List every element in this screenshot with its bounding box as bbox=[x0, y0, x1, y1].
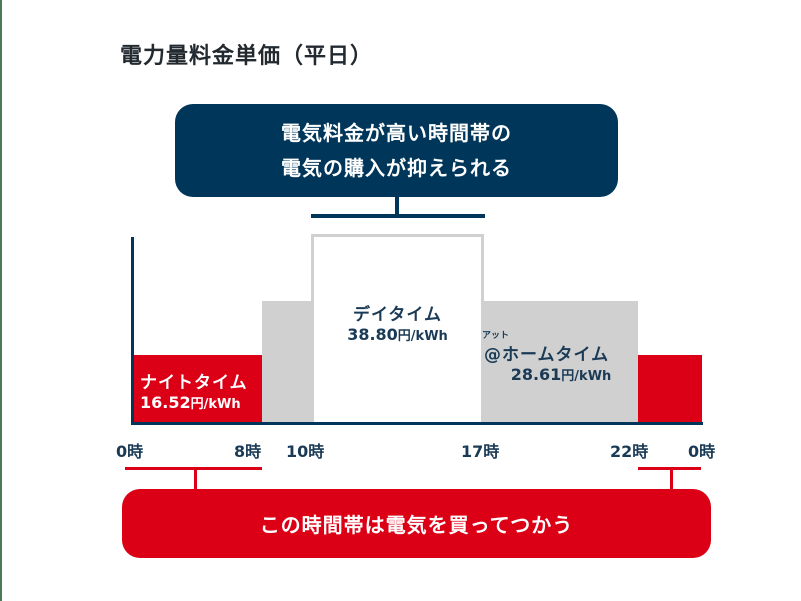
night-connector-right bbox=[670, 467, 673, 491]
day-price-value: 38.80 bbox=[347, 325, 398, 344]
top-connector-vertical bbox=[395, 197, 399, 217]
tick-17h: 17時 bbox=[461, 442, 500, 461]
home-price-unit: 円/kWh bbox=[561, 369, 612, 384]
night-connector-left bbox=[194, 467, 197, 491]
night-bracket-left bbox=[125, 467, 262, 470]
day-time-price: 38.80円/kWh bbox=[311, 325, 484, 344]
tick-24h: 0時 bbox=[688, 442, 716, 461]
home-time-ruby: アット bbox=[482, 331, 510, 341]
day-price-unit: 円/kWh bbox=[397, 329, 448, 344]
bar-night-time-late bbox=[638, 355, 702, 422]
night-time-price: 16.52円/kWh bbox=[140, 393, 241, 412]
night-time-label: ナイトタイム bbox=[140, 373, 248, 393]
bottom-callout-text: この時間帯は電気を買ってつかう bbox=[259, 513, 574, 537]
bar-day-time bbox=[311, 234, 484, 422]
day-time-label: デイタイム bbox=[353, 305, 442, 325]
top-callout-line1: 電気料金が高い時間帯の bbox=[281, 120, 512, 145]
bar-home-time-evening bbox=[484, 301, 638, 422]
tick-22h: 22時 bbox=[610, 442, 649, 461]
chart-title: 電力量料金単価（平日） bbox=[120, 44, 374, 69]
left-edge-strip bbox=[0, 0, 2, 601]
tick-8h: 8時 bbox=[234, 442, 262, 461]
home-time-price: 28.61円/kWh bbox=[484, 365, 638, 384]
x-axis-baseline bbox=[131, 422, 703, 425]
y-axis-line bbox=[131, 237, 134, 425]
bar-home-time-morning bbox=[262, 301, 311, 422]
night-price-value: 16.52 bbox=[140, 393, 191, 412]
top-callout-line2: 電気の購入が抑えられる bbox=[281, 155, 512, 180]
top-connector-bracket bbox=[311, 214, 485, 218]
tick-10h: 10時 bbox=[286, 442, 325, 461]
top-callout-box: 電気料金が高い時間帯の 電気の購入が抑えられる bbox=[175, 104, 618, 197]
night-price-unit: 円/kWh bbox=[190, 397, 241, 412]
home-price-value: 28.61 bbox=[510, 365, 562, 384]
bottom-callout-box: この時間帯は電気を買ってつかう bbox=[122, 489, 711, 558]
tick-0h: 0時 bbox=[116, 442, 144, 461]
bar-night-time bbox=[134, 355, 262, 422]
home-time-label: @ホームタイム bbox=[484, 345, 610, 365]
night-bracket-right bbox=[638, 467, 701, 470]
